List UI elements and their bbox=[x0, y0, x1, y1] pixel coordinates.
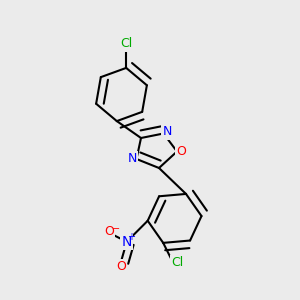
Text: +: + bbox=[127, 232, 135, 242]
Text: −: − bbox=[112, 224, 120, 234]
Text: O: O bbox=[116, 260, 126, 273]
Text: N: N bbox=[127, 152, 137, 166]
Text: O: O bbox=[104, 225, 114, 239]
Text: Cl: Cl bbox=[172, 256, 184, 269]
Text: N: N bbox=[163, 125, 172, 139]
Text: O: O bbox=[177, 145, 186, 158]
Text: N: N bbox=[122, 235, 132, 249]
Text: Cl: Cl bbox=[120, 38, 132, 50]
